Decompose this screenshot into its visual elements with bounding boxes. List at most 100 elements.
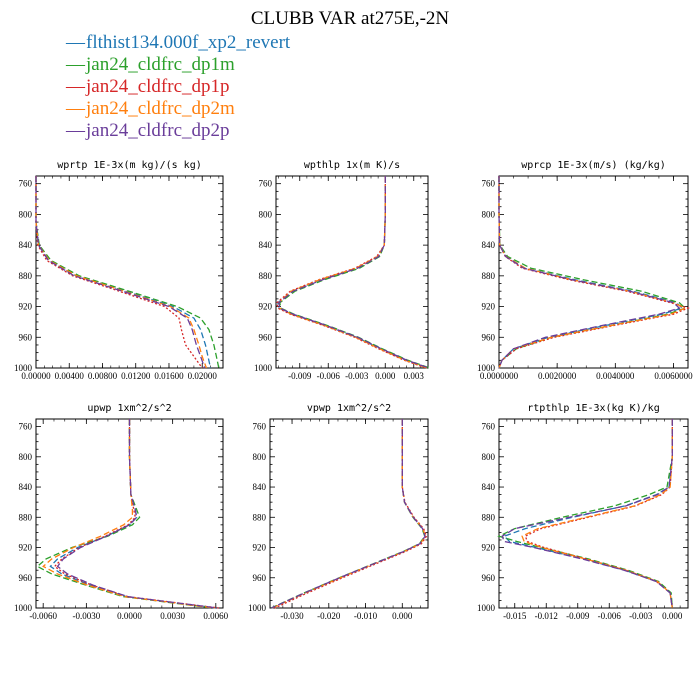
series-line-1 bbox=[277, 176, 429, 369]
y-tick-label: 920 bbox=[259, 302, 273, 312]
panel-6: rtpthlp 1E-3x(kg K)/kg 760 800 840 880 920 960… bbox=[477, 403, 689, 621]
y-tick-label: 800 bbox=[259, 209, 273, 219]
series-line-2 bbox=[498, 176, 687, 369]
legend-label: jan24_cldfrc_dp2p bbox=[86, 120, 230, 141]
y-tick-label: 960 bbox=[482, 332, 496, 342]
x-tick-label: 0.0020000 bbox=[538, 371, 577, 381]
x-tick-label: -0.0060 bbox=[29, 611, 57, 621]
series-line-4 bbox=[35, 176, 208, 369]
panel-title: wprcp 1E-3x(m/s) (kg/kg) bbox=[521, 160, 666, 171]
y-tick-label: 1000 bbox=[14, 363, 33, 373]
series-line-5 bbox=[498, 176, 681, 369]
series-line-3 bbox=[498, 176, 690, 369]
y-tick-label: 760 bbox=[19, 422, 33, 432]
x-tick-label: -0.0030 bbox=[72, 611, 100, 621]
y-tick-label: 960 bbox=[253, 573, 267, 583]
x-tick-label: -0.009 bbox=[566, 611, 590, 621]
figure-title: CLUBB VAR at275E,-2N bbox=[250, 8, 450, 29]
panel-1: wprtp 1E-3x(m kg)/(s kg) 760 800 840 880 920 9… bbox=[14, 160, 224, 381]
y-tick-label: 880 bbox=[19, 271, 33, 281]
x-tick-label: 0.0060000 bbox=[654, 371, 693, 381]
series-line-5 bbox=[35, 176, 206, 369]
y-tick-label: 880 bbox=[253, 512, 267, 522]
panel-title: vpwp 1xm^2/s^2 bbox=[307, 403, 391, 414]
legend-entry: —jan24_cldfrc_dp2p bbox=[66, 120, 290, 142]
y-tick-label: 960 bbox=[19, 573, 33, 583]
y-tick-label: 840 bbox=[482, 482, 496, 492]
x-tick-label: 0.0000000 bbox=[480, 371, 519, 381]
x-tick-label: 0.0000 bbox=[117, 611, 142, 621]
y-tick-label: 920 bbox=[253, 543, 267, 553]
y-tick-label: 920 bbox=[482, 302, 496, 312]
y-tick-label: 920 bbox=[482, 543, 496, 553]
legend-entry: —jan24_cldfrc_dp1m bbox=[66, 54, 290, 76]
series-line-5 bbox=[56, 419, 218, 609]
y-tick-label: 1000 bbox=[477, 363, 496, 373]
x-tick-label: 0.003 bbox=[404, 371, 425, 381]
y-tick-label: 960 bbox=[259, 332, 273, 342]
legend-label: flthist134.000f_xp2_revert bbox=[86, 32, 291, 53]
legend-entry: —flthist134.000f_xp2_revert bbox=[66, 32, 290, 54]
plot-frame bbox=[35, 175, 224, 369]
legend-entry: —jan24_cldfrc_dp1p bbox=[66, 76, 290, 98]
x-tick-label: 0.0040000 bbox=[596, 371, 635, 381]
legend-label: jan24_cldfrc_dp1m bbox=[86, 54, 235, 75]
x-tick-label: 0.00800 bbox=[88, 371, 118, 381]
x-tick-label: 0.01200 bbox=[121, 371, 151, 381]
y-tick-label: 840 bbox=[19, 240, 33, 250]
series-line-1 bbox=[49, 419, 216, 609]
panel-2: wpthlp 1x(m K)/s 760 800 840 880 920 960 1000 -0… bbox=[254, 160, 431, 381]
x-tick-label: -0.010 bbox=[354, 611, 378, 621]
y-tick-label: 760 bbox=[482, 179, 496, 189]
series-line-3 bbox=[274, 419, 428, 609]
panel-title: wpthlp 1x(m K)/s bbox=[304, 160, 400, 171]
plot-frame bbox=[275, 175, 429, 369]
series-line-4 bbox=[42, 419, 215, 609]
x-tick-label: 0.000 bbox=[392, 611, 413, 621]
y-tick-label: 920 bbox=[19, 302, 33, 312]
y-tick-label: 840 bbox=[253, 482, 267, 492]
panel-title: wprtp 1E-3x(m kg)/(s kg) bbox=[57, 160, 202, 171]
y-tick-label: 1000 bbox=[477, 603, 496, 613]
x-tick-label: -0.003 bbox=[629, 611, 653, 621]
series-line-5 bbox=[501, 419, 673, 609]
y-tick-label: 920 bbox=[19, 543, 33, 553]
x-tick-label: -0.012 bbox=[535, 611, 558, 621]
x-tick-label: -0.020 bbox=[317, 611, 341, 621]
y-tick-label: 760 bbox=[259, 179, 273, 189]
y-tick-label: 880 bbox=[259, 271, 273, 281]
x-tick-label: -0.006 bbox=[317, 371, 341, 381]
x-tick-label: 0.000 bbox=[662, 611, 683, 621]
y-tick-label: 880 bbox=[482, 512, 496, 522]
y-tick-label: 760 bbox=[253, 422, 267, 432]
x-tick-label: -0.009 bbox=[288, 371, 312, 381]
series-line-5 bbox=[271, 419, 426, 609]
x-tick-label: -0.003 bbox=[345, 371, 369, 381]
y-tick-label: 800 bbox=[19, 452, 33, 462]
y-tick-label: 800 bbox=[19, 209, 33, 219]
x-tick-label: -0.015 bbox=[503, 611, 527, 621]
y-tick-label: 1000 bbox=[14, 603, 33, 613]
series-line-2 bbox=[279, 176, 431, 369]
y-tick-label: 840 bbox=[19, 482, 33, 492]
series-line-2 bbox=[36, 419, 213, 609]
y-tick-label: 960 bbox=[482, 573, 496, 583]
y-tick-label: 880 bbox=[19, 512, 33, 522]
y-tick-label: 1000 bbox=[248, 603, 267, 613]
legend: —flthist134.000f_xp2_revert —jan24_cldfr… bbox=[66, 32, 290, 142]
y-tick-label: 1000 bbox=[254, 363, 273, 373]
y-tick-label: 840 bbox=[482, 240, 496, 250]
legend-entry: —jan24_cldfrc_dp2m bbox=[66, 98, 290, 120]
x-tick-label: 0.01600 bbox=[154, 371, 184, 381]
y-tick-label: 760 bbox=[482, 422, 496, 432]
series-line-5 bbox=[278, 176, 430, 369]
series-line-2 bbox=[35, 176, 220, 369]
x-tick-label: 0.000 bbox=[375, 371, 396, 381]
panel-3: wprcp 1E-3x(m/s) (kg/kg) 760 800 840 880 920 9… bbox=[477, 160, 693, 381]
series-line-3 bbox=[53, 419, 219, 609]
x-tick-label: 0.00000 bbox=[21, 371, 51, 381]
y-tick-label: 800 bbox=[253, 452, 267, 462]
y-tick-label: 800 bbox=[482, 209, 496, 219]
